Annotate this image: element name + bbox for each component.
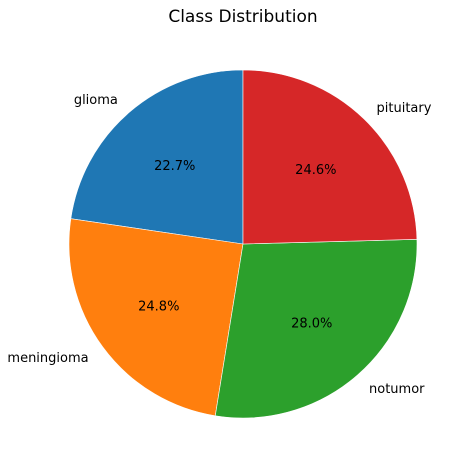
pie-slices [68, 69, 418, 419]
pie-slice-meningioma [68, 218, 244, 417]
pie-slice-glioma [70, 69, 244, 245]
pie-labels: glioma 22.7% meningioma 24.8% notumor 28.0% pi… [7, 93, 431, 397]
chart-title: Class Distribution [168, 7, 317, 27]
category-label-glioma: glioma [74, 93, 118, 108]
pie-slice-notumor [214, 239, 418, 419]
percent-label-meningioma: 24.8% [138, 300, 179, 315]
category-label-meningioma: meningioma [7, 351, 88, 366]
category-label-pituitary: pituitary [377, 101, 432, 116]
percent-label-glioma: 22.7% [154, 159, 195, 174]
percent-label-pituitary: 24.6% [295, 163, 336, 178]
category-label-notumor: notumor [369, 382, 425, 397]
percent-label-notumor: 28.0% [291, 317, 332, 332]
pie-slice-pituitary [242, 69, 418, 245]
